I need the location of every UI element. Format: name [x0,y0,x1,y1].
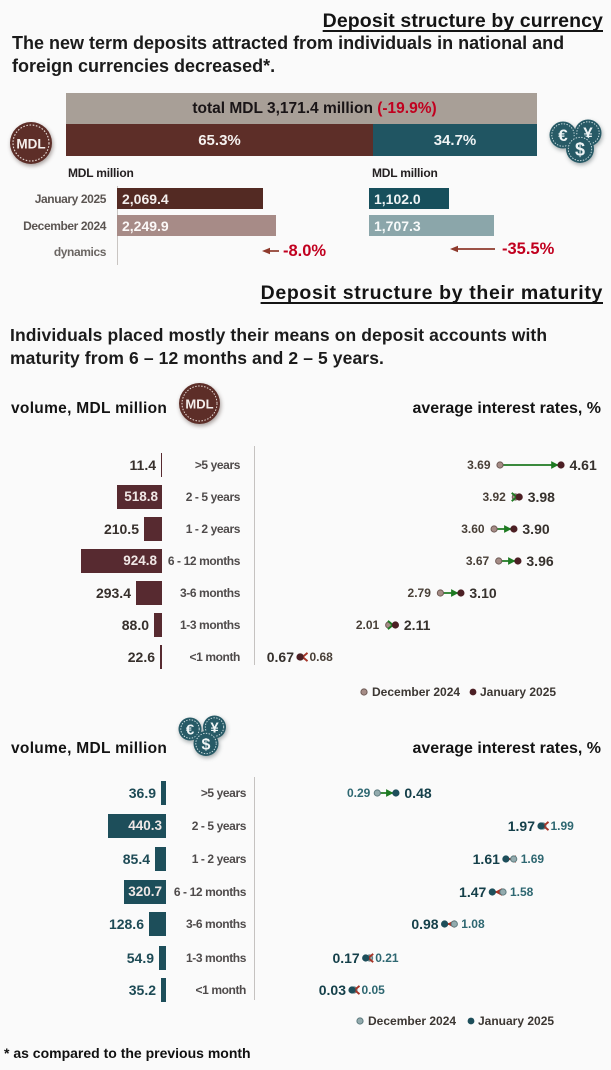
svg-text:2.11: 2.11 [404,617,431,633]
svg-text:2.79: 2.79 [408,586,432,600]
svg-text:1.69: 1.69 [521,852,545,866]
svg-text:3.96: 3.96 [526,553,553,569]
svg-text:January 2025: January 2025 [478,1014,554,1028]
svg-text:3.67: 3.67 [466,554,490,568]
svg-text:3.60: 3.60 [461,522,485,536]
svg-text:€: € [558,126,568,145]
svg-text:1.97: 1.97 [508,818,535,834]
svg-text:December 2024: December 2024 [372,685,460,699]
svg-text:0.03: 0.03 [319,982,346,998]
svg-text:$: $ [575,139,585,159]
svg-text:3.92: 3.92 [482,490,506,504]
svg-text:€: € [186,721,195,738]
svg-text:$: $ [202,736,211,753]
svg-text:January 2025: January 2025 [480,685,556,699]
svg-text:1.61: 1.61 [473,851,500,867]
svg-text:0.21: 0.21 [375,951,399,965]
svg-text:0.17: 0.17 [332,950,359,966]
svg-text:3.69: 3.69 [467,458,491,472]
svg-text:4.61: 4.61 [570,457,597,473]
svg-text:¥: ¥ [210,719,219,736]
svg-text:December 2024: December 2024 [368,1014,456,1028]
svg-text:1.47: 1.47 [459,884,486,900]
svg-text:1.58: 1.58 [510,885,534,899]
svg-text:0.98: 0.98 [411,916,438,932]
svg-text:1.08: 1.08 [461,917,485,931]
svg-text:0.68: 0.68 [310,650,334,664]
svg-text:2.01: 2.01 [356,618,380,632]
svg-text:0.05: 0.05 [362,983,386,997]
svg-text:0.67: 0.67 [267,649,294,665]
svg-text:MDL: MDL [16,137,45,152]
svg-text:¥: ¥ [583,124,593,143]
svg-text:3.90: 3.90 [522,521,549,537]
svg-text:MDL: MDL [185,396,213,411]
svg-text:1.99: 1.99 [551,819,575,833]
svg-text:0.48: 0.48 [404,785,431,801]
svg-text:3.10: 3.10 [469,585,496,601]
svg-text:3.98: 3.98 [528,489,555,505]
svg-text:0.29: 0.29 [347,786,371,800]
